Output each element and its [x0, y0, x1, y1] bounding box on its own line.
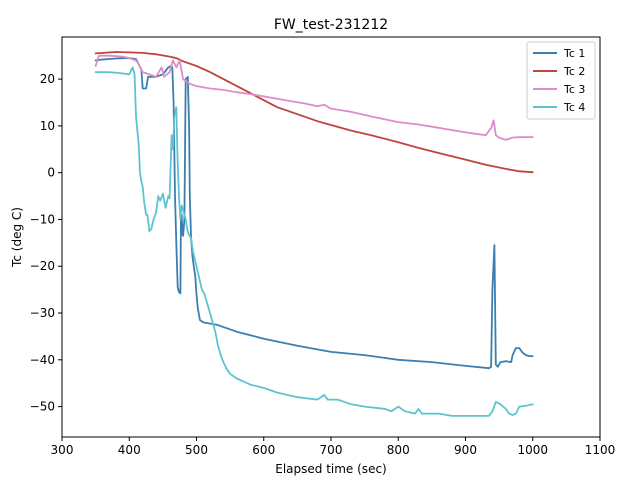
x-tick-label: 300	[51, 443, 74, 457]
series-line-tc-2	[94, 51, 534, 174]
x-tick-label: 1000	[517, 443, 548, 457]
series-line-tc-4	[94, 66, 534, 417]
series-layer	[94, 51, 534, 417]
y-tick-label: −50	[30, 400, 55, 414]
legend-label: Tc 1	[563, 47, 585, 60]
legend-label: Tc 2	[563, 65, 585, 78]
chart-title: FW_test-231212	[274, 17, 388, 33]
x-tick-label: 900	[454, 443, 477, 457]
legend-entries: Tc 1 Tc 2 Tc 3 Tc 4	[533, 47, 585, 114]
x-tick-label: 400	[118, 443, 141, 457]
y-tick-label: 20	[40, 72, 55, 86]
series-line-tc-3	[94, 54, 534, 141]
legend-label: Tc 4	[563, 101, 585, 114]
x-tick-label: 700	[320, 443, 343, 457]
x-tick-label: 600	[252, 443, 275, 457]
x-tick-label: 800	[387, 443, 410, 457]
y-tick-label: 0	[47, 166, 55, 180]
x-tick-label: 1100	[585, 443, 616, 457]
y-tick-label: −20	[30, 259, 55, 273]
y-axis: −50 −40 −30 −20 −10 0 10 20	[30, 72, 62, 414]
x-axis-title: Elapsed time (sec)	[275, 462, 386, 476]
legend-box	[526, 41, 596, 120]
y-tick-label: −40	[30, 353, 55, 367]
legend-label: Tc 3	[563, 83, 585, 96]
y-axis-title: Tc (deg C)	[10, 207, 24, 268]
y-tick-label: 10	[40, 119, 55, 133]
legend: Tc 1 Tc 2 Tc 3 Tc 4	[526, 41, 596, 120]
x-axis: 300 400 500 600 700 800 900 1000 1100	[51, 437, 616, 457]
y-tick-label: −10	[30, 212, 55, 226]
y-tick-label: −30	[30, 306, 55, 320]
plot-frame	[61, 36, 601, 438]
x-tick-label: 500	[185, 443, 208, 457]
